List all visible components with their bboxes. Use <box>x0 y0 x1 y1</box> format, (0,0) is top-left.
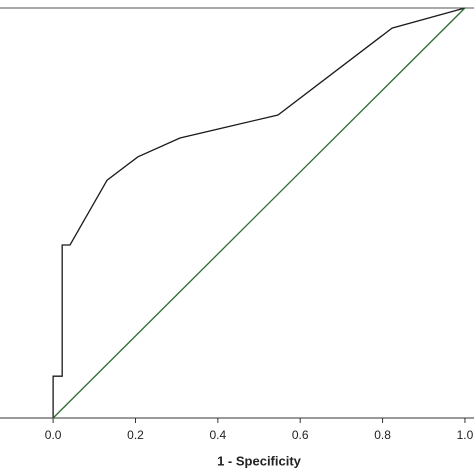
x-tick-label: 1.0 <box>457 428 474 442</box>
x-tick-label: 0.0 <box>45 428 62 442</box>
x-tick-label: 0.2 <box>127 428 144 442</box>
x-axis-label: 1 - Specificity <box>217 453 302 468</box>
x-tick-label: 0.6 <box>292 428 309 442</box>
line-series <box>52 7 466 419</box>
x-tick-label: 0.8 <box>374 428 391 442</box>
x-tick-label: 0.4 <box>210 428 227 442</box>
line-series <box>52 7 466 418</box>
